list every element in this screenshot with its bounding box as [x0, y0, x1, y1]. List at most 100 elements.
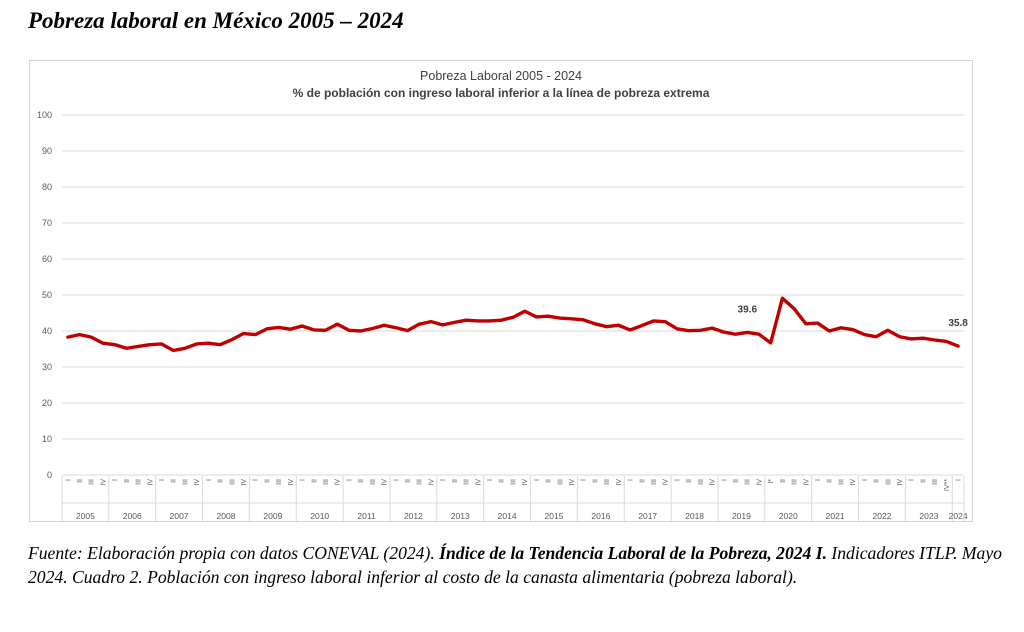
x-tick-quarter: II	[639, 479, 646, 483]
x-tick-quarter: I	[674, 479, 681, 481]
x-tick-year: 2010	[310, 511, 329, 521]
x-tick-quarter: I	[487, 479, 494, 481]
x-tick-year: 2022	[873, 511, 892, 521]
x-tick-quarter: III	[651, 479, 658, 485]
x-tick-year: 2014	[498, 511, 517, 521]
x-tick-year: 2015	[545, 511, 564, 521]
x-tick-quarter: II	[358, 479, 365, 483]
x-tick-year: 2017	[638, 511, 657, 521]
x-tick-quarter: III	[885, 479, 892, 485]
x-tick-quarter: I	[862, 479, 869, 481]
source-text-1: Fuente: Elaboración propia con datos CON…	[28, 543, 440, 563]
y-tick-label: 50	[42, 290, 52, 300]
x-tick-quarter: III	[698, 479, 705, 485]
x-tick-quarter: I	[440, 479, 447, 481]
x-tick-quarter: III	[323, 479, 330, 485]
x-tick-quarter: IV	[569, 479, 576, 486]
source-text-2: Índice de la Tendencia Laboral de la Pob…	[439, 543, 827, 563]
x-tick-quarter: II	[780, 479, 787, 483]
x-tick-quarter: IV	[288, 479, 295, 486]
x-tick-quarter: II	[171, 479, 178, 483]
x-tick-quarter: IV	[335, 479, 342, 486]
x-tick-quarter: II	[452, 479, 459, 483]
x-tick-quarter: I	[300, 479, 307, 481]
y-tick-label: 10	[42, 434, 52, 444]
source-text-3: Indicadores ITLP. Mayo 2024. Cuadro 2. P…	[28, 543, 1002, 587]
x-tick-quarter: I	[346, 479, 353, 481]
x-tick-quarter: II	[686, 479, 693, 483]
x-tick-year: 2007	[170, 511, 189, 521]
x-tick-quarter: I	[815, 479, 822, 481]
x-tick-quarter: IV**	[944, 479, 951, 491]
x-tick-year: 2024	[949, 511, 968, 521]
x-tick-quarter: II	[311, 479, 318, 483]
x-tick-quarter: IV	[850, 479, 857, 486]
x-tick-year: 2016	[591, 511, 610, 521]
x-tick-year: 2020	[779, 511, 798, 521]
x-tick-quarter: III	[557, 479, 564, 485]
x-tick-quarter: III	[182, 479, 189, 485]
x-tick-quarter: II	[264, 479, 271, 483]
line-chart: Pobreza Laboral 2005 - 2024 % de població…	[37, 69, 968, 521]
x-tick-quarter: IV	[382, 479, 389, 486]
y-tick-label: 90	[42, 146, 52, 156]
x-tick-quarter: I	[65, 479, 72, 481]
x-tick-year: 2005	[76, 511, 95, 521]
x-tick-quarter: III	[510, 479, 517, 485]
x-tick-year: 2018	[685, 511, 704, 521]
chart-frame: Pobreza Laboral 2005 - 2024 % de població…	[29, 60, 973, 522]
x-tick-quarter: III	[745, 479, 752, 485]
data-label: 39.6	[738, 304, 758, 315]
x-tick-year: 2009	[263, 511, 282, 521]
x-tick-quarter: IV	[241, 479, 248, 486]
x-tick-quarter: II	[546, 479, 553, 483]
source-note: Fuente: Elaboración propia con datos CON…	[28, 541, 1003, 589]
x-tick-quarter: II	[218, 479, 225, 483]
x-tick-quarter: III	[136, 479, 143, 485]
x-tick-quarter: I	[721, 479, 728, 481]
x-tick-quarter: IV	[522, 479, 529, 486]
x-tick-quarter: III	[89, 479, 96, 485]
x-tick-quarter: I	[206, 479, 213, 481]
x-tick-quarter: I	[112, 479, 119, 481]
x-tick-quarter: II	[77, 479, 84, 483]
x-tick-year: 2021	[826, 511, 845, 521]
x-tick-quarter: I	[253, 479, 260, 481]
x-tick-quarter: II	[920, 479, 927, 483]
x-tick-quarter: III	[792, 479, 799, 485]
data-label: 35.8	[948, 318, 968, 329]
x-tick-quarter: I	[534, 479, 541, 481]
x-tick-quarter: II	[733, 479, 740, 483]
x-tick-year: 2019	[732, 511, 751, 521]
x-tick-quarter: III	[604, 479, 611, 485]
x-tick-quarter: I	[628, 479, 635, 481]
x-tick-year: 2011	[357, 511, 376, 521]
x-tick-quarter: I	[956, 479, 963, 481]
x-tick-quarter: II	[405, 479, 412, 483]
x-tick-quarter: III	[838, 479, 845, 485]
x-tick-quarter: IV	[663, 479, 670, 486]
x-tick-quarter: IV	[803, 479, 810, 486]
page-heading: Pobreza laboral en México 2005 – 2024	[28, 8, 404, 33]
x-tick-year: 2008	[217, 511, 236, 521]
x-tick-quarter: I	[393, 479, 400, 481]
x-tick-quarter: IV	[897, 479, 904, 486]
x-tick-quarter: II	[499, 479, 506, 483]
x-tick-year: 2006	[123, 511, 142, 521]
x-tick-quarter: III	[932, 479, 939, 485]
x-tick-year: 2013	[451, 511, 470, 521]
x-tick-quarter: IV	[616, 479, 623, 486]
x-tick-year: 2023	[919, 511, 938, 521]
x-tick-quarter: III	[229, 479, 236, 485]
x-tick-year: 2012	[404, 511, 423, 521]
x-tick-quarter: II	[592, 479, 599, 483]
x-tick-quarter: II	[827, 479, 834, 483]
x-tick-quarter: IV	[147, 479, 154, 486]
x-tick-quarter: IV	[756, 479, 763, 486]
x-tick-quarter: I	[581, 479, 588, 481]
x-tick-quarter: III	[276, 479, 283, 485]
x-tick-quarter: IV	[710, 479, 717, 486]
x-tick-quarter: III	[464, 479, 471, 485]
y-tick-label: 60	[42, 254, 52, 264]
y-tick-label: 40	[42, 326, 52, 336]
